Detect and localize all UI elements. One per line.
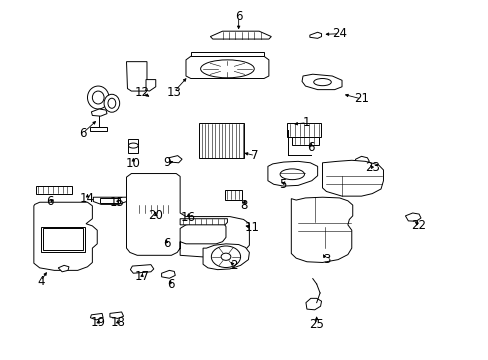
Polygon shape bbox=[90, 127, 107, 131]
Text: 13: 13 bbox=[166, 86, 181, 99]
Ellipse shape bbox=[221, 253, 230, 260]
Bar bbox=[198, 123, 243, 158]
Text: 6: 6 bbox=[163, 237, 170, 250]
Ellipse shape bbox=[128, 143, 138, 148]
Bar bbox=[41, 226, 84, 252]
Polygon shape bbox=[267, 161, 317, 186]
Polygon shape bbox=[180, 219, 227, 225]
Polygon shape bbox=[146, 80, 156, 91]
Text: 25: 25 bbox=[308, 318, 324, 331]
Polygon shape bbox=[354, 156, 368, 164]
Bar bbox=[190, 52, 264, 56]
Text: 8: 8 bbox=[239, 199, 247, 212]
Text: 19: 19 bbox=[91, 316, 105, 329]
Ellipse shape bbox=[108, 98, 116, 108]
Text: 14: 14 bbox=[80, 192, 95, 205]
Polygon shape bbox=[133, 204, 174, 213]
Text: 9: 9 bbox=[163, 156, 171, 169]
Polygon shape bbox=[110, 312, 123, 319]
Text: 6: 6 bbox=[307, 141, 314, 154]
Text: 7: 7 bbox=[251, 149, 259, 162]
Polygon shape bbox=[168, 156, 182, 163]
Polygon shape bbox=[322, 160, 383, 196]
Bar bbox=[128, 139, 138, 153]
Text: 1: 1 bbox=[303, 116, 310, 129]
Polygon shape bbox=[210, 31, 271, 39]
Ellipse shape bbox=[104, 94, 120, 112]
Polygon shape bbox=[305, 298, 321, 310]
Ellipse shape bbox=[87, 86, 109, 109]
Text: 6: 6 bbox=[79, 127, 86, 140]
Text: 15: 15 bbox=[109, 197, 124, 210]
Bar bbox=[224, 190, 242, 200]
Text: 20: 20 bbox=[148, 209, 163, 222]
Text: 12: 12 bbox=[134, 86, 149, 99]
Bar bbox=[292, 137, 319, 145]
Polygon shape bbox=[203, 244, 249, 270]
Polygon shape bbox=[309, 32, 321, 39]
Text: 6: 6 bbox=[234, 10, 242, 23]
Bar bbox=[42, 228, 82, 250]
Text: 22: 22 bbox=[411, 219, 426, 232]
Polygon shape bbox=[405, 213, 420, 221]
Polygon shape bbox=[91, 109, 107, 116]
Polygon shape bbox=[90, 314, 103, 320]
Ellipse shape bbox=[92, 91, 104, 104]
Ellipse shape bbox=[211, 246, 240, 267]
Text: 24: 24 bbox=[331, 27, 346, 40]
Text: 10: 10 bbox=[125, 157, 141, 170]
Text: 4: 4 bbox=[37, 275, 44, 288]
Text: 16: 16 bbox=[181, 211, 196, 224]
Polygon shape bbox=[130, 265, 154, 273]
Bar bbox=[36, 186, 72, 194]
Text: 5: 5 bbox=[278, 178, 285, 191]
Text: 2: 2 bbox=[229, 259, 237, 272]
Polygon shape bbox=[93, 197, 126, 204]
Text: 3: 3 bbox=[322, 253, 329, 266]
Text: 11: 11 bbox=[244, 221, 259, 234]
Text: 17: 17 bbox=[134, 270, 149, 283]
Text: 21: 21 bbox=[353, 93, 368, 105]
Text: 6: 6 bbox=[45, 195, 53, 208]
Polygon shape bbox=[58, 265, 69, 272]
Polygon shape bbox=[185, 56, 268, 78]
Bar bbox=[287, 123, 320, 137]
Polygon shape bbox=[126, 174, 249, 257]
Polygon shape bbox=[126, 62, 147, 91]
Polygon shape bbox=[302, 74, 341, 90]
Text: 23: 23 bbox=[364, 161, 379, 174]
Bar bbox=[100, 198, 120, 203]
Text: 6: 6 bbox=[166, 278, 174, 291]
Polygon shape bbox=[291, 197, 352, 262]
Text: 18: 18 bbox=[110, 316, 125, 329]
Polygon shape bbox=[161, 270, 175, 278]
Polygon shape bbox=[34, 202, 97, 270]
